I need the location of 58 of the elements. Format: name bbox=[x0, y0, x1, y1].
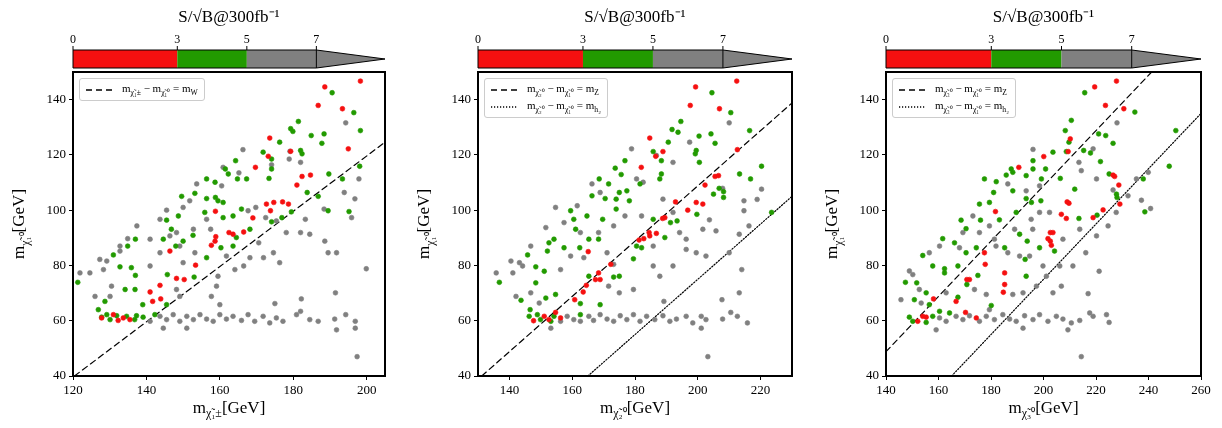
y-tick-label: 120 bbox=[46, 146, 66, 162]
y-tick-label: 40 bbox=[458, 367, 471, 383]
y-tick-label: 80 bbox=[866, 256, 879, 272]
x-tick-label: 180 bbox=[981, 382, 1001, 398]
legend-label: m$_{χ̃₂⁰}$ − m$_{χ̃₁⁰}$ = m$_{h₂}$ bbox=[527, 98, 601, 115]
legend-label: m$_{χ̃₃⁰}$ − m$_{χ̃₁⁰}$ = m$_{h₂}$ bbox=[935, 98, 1009, 115]
x-axis-title: m$_{χ̃₃⁰}$[GeV] bbox=[1008, 398, 1079, 422]
y-tick-label: 140 bbox=[46, 91, 66, 107]
legend-label: m$_{χ̃₁±}$ − m$_{χ̃₁⁰}$ = m$_{W}$ bbox=[122, 81, 198, 98]
color-bar-label: 3 bbox=[988, 32, 995, 46]
y-tick-label: 80 bbox=[458, 256, 471, 272]
color-bar-title: S/√B@300fb⁻¹ bbox=[178, 7, 280, 26]
x-axis-title: m$_{χ̃₁±}$[GeV] bbox=[192, 398, 266, 422]
color-bar-title: S/√B@300fb⁻¹ bbox=[584, 7, 686, 26]
x-tick-label: 200 bbox=[1033, 382, 1054, 398]
x-tick-label: 140 bbox=[136, 382, 157, 398]
color-bar-label: 3 bbox=[174, 32, 181, 46]
x-tick-label: 140 bbox=[876, 382, 896, 398]
x-tick-label: 120 bbox=[63, 382, 83, 398]
color-bar-title: S/√B@300fb⁻¹ bbox=[992, 7, 1095, 26]
y-tick-label: 60 bbox=[866, 312, 879, 328]
x-tick-label: 200 bbox=[688, 382, 708, 398]
x-axis-title: m$_{χ̃₂⁰}$[GeV] bbox=[599, 398, 671, 422]
color-bar-label: 7 bbox=[1128, 32, 1135, 46]
x-tick-label: 240 bbox=[1138, 382, 1159, 398]
y-tick-label: 60 bbox=[458, 312, 471, 328]
x-tick-label: 220 bbox=[750, 382, 771, 398]
x-tick-label: 160 bbox=[562, 382, 582, 398]
color-bar-label: 3 bbox=[579, 32, 586, 46]
color-bar-label: 5 bbox=[243, 32, 250, 46]
x-tick-label: 180 bbox=[283, 382, 303, 398]
x-tick-label: 140 bbox=[499, 382, 520, 398]
x-tick-label: 160 bbox=[928, 382, 949, 398]
color-bar-label: 0 bbox=[475, 32, 481, 46]
y-tick-label: 80 bbox=[53, 256, 66, 272]
color-bar-label: 7 bbox=[719, 32, 726, 46]
x-tick-label: 160 bbox=[210, 382, 230, 398]
y-tick-label: 60 bbox=[53, 312, 66, 328]
y-tick-label: 140 bbox=[859, 91, 879, 107]
x-tick-label: 200 bbox=[356, 382, 377, 398]
y-tick-label: 120 bbox=[451, 146, 471, 162]
legend-label: m$_{χ̃₃⁰}$ − m$_{χ̃₁⁰}$ = m$_{Z}$ bbox=[935, 81, 1007, 98]
color-bar-label: 5 bbox=[649, 32, 656, 46]
y-tick-label: 40 bbox=[53, 367, 66, 383]
y-tick-label: 100 bbox=[859, 201, 879, 217]
y-tick-label: 100 bbox=[46, 201, 66, 217]
color-bar-label: 0 bbox=[70, 32, 76, 46]
x-tick-label: 220 bbox=[1086, 382, 1106, 398]
y-tick-label: 140 bbox=[451, 91, 471, 107]
y-tick-label: 100 bbox=[451, 201, 471, 217]
y-tick-label: 40 bbox=[866, 367, 879, 383]
color-bar-label: 5 bbox=[1058, 32, 1065, 46]
x-tick-label: 180 bbox=[625, 382, 645, 398]
y-tick-label: 120 bbox=[859, 146, 879, 162]
legend-label: m$_{χ̃₂⁰}$ − m$_{χ̃₁⁰}$ = m$_{Z}$ bbox=[527, 81, 599, 98]
x-tick-label: 260 bbox=[1191, 382, 1211, 398]
color-bar-label: 7 bbox=[313, 32, 320, 46]
color-bar-label: 0 bbox=[883, 32, 889, 46]
